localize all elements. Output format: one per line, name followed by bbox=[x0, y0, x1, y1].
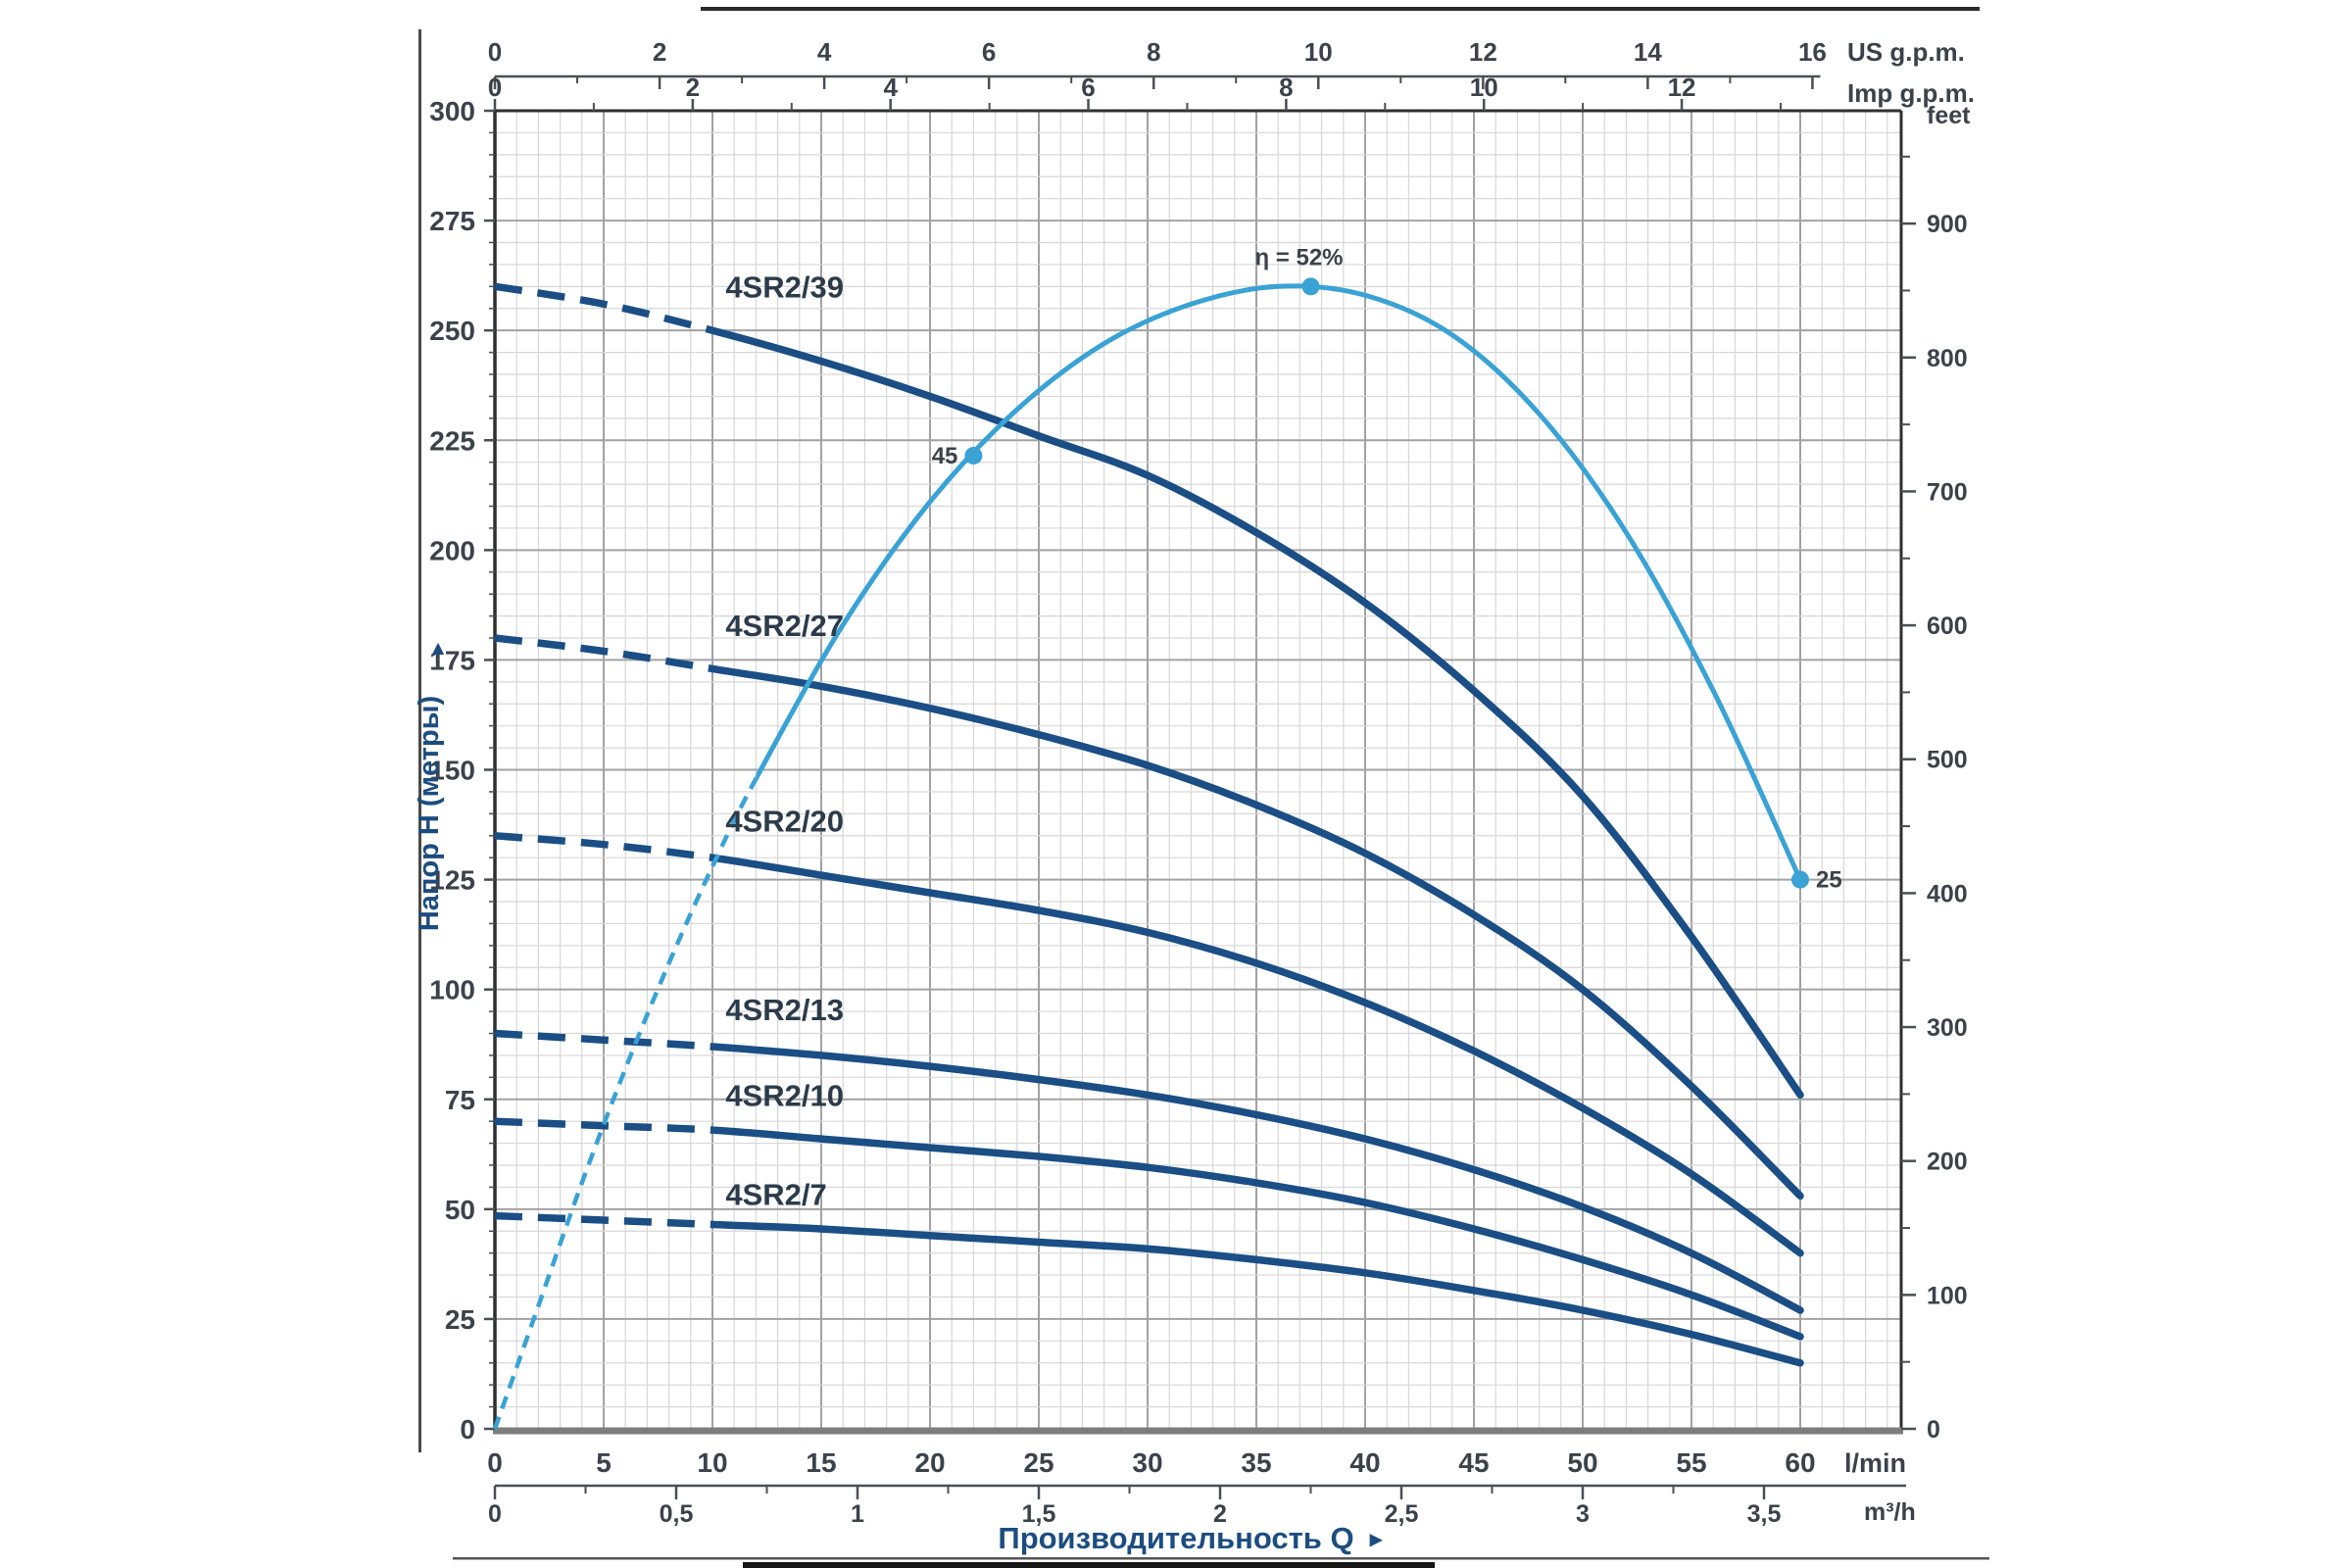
head-m-tick-label: 50 bbox=[445, 1195, 475, 1225]
x-axis-arrow-right-icon: ▸ bbox=[1369, 1526, 1383, 1552]
imp-gpm-tick-label: 6 bbox=[1081, 73, 1095, 102]
efficiency-curve bbox=[756, 283, 1803, 881]
head-m-tick-label: 75 bbox=[445, 1085, 475, 1115]
lmin-tick-label: 45 bbox=[1458, 1447, 1489, 1478]
efficiency-point bbox=[964, 446, 983, 465]
head-m-tick-label: 100 bbox=[429, 975, 475, 1005]
m3h-tick-label: 1,5 bbox=[1022, 1500, 1056, 1528]
curve-label-4SR2/7: 4SR2/7 bbox=[725, 1177, 826, 1211]
lmin-tick-label: 30 bbox=[1132, 1447, 1162, 1478]
imp-gpm-tick-label: 12 bbox=[1668, 73, 1696, 102]
lmin-tick-label: 35 bbox=[1241, 1447, 1271, 1478]
efficiency-point-label: 25 bbox=[1816, 867, 1842, 894]
lmin-tick-label: 15 bbox=[806, 1447, 836, 1478]
bottom-crop-bar bbox=[743, 1562, 1435, 1568]
us-gpm-tick-label: 14 bbox=[1634, 37, 1662, 67]
lmin-tick-label: 0 bbox=[487, 1447, 503, 1478]
head-m-tick-label: 25 bbox=[445, 1304, 475, 1335]
pump-curve-4SR2/13 bbox=[712, 1043, 1804, 1314]
head-m-tick-label: 300 bbox=[429, 96, 475, 126]
lmin-tick-label: 55 bbox=[1676, 1447, 1706, 1478]
m3h-tick-label: 0 bbox=[488, 1500, 502, 1528]
efficiency-point-label: 45 bbox=[932, 443, 958, 469]
lmin-tick-label: 20 bbox=[914, 1447, 945, 1478]
us-gpm-tick-label: 0 bbox=[488, 37, 502, 67]
imp-gpm-tick-label: 0 bbox=[488, 73, 502, 102]
m3h-tick-label: 3,5 bbox=[1747, 1500, 1782, 1528]
us-gpm-tick-label: 16 bbox=[1798, 37, 1827, 67]
lmin-tick-label: 60 bbox=[1785, 1447, 1815, 1478]
imp-gpm-tick-label: 10 bbox=[1470, 73, 1498, 102]
lmin-tick-label: 50 bbox=[1567, 1447, 1597, 1478]
imp-gpm-tick-label: 4 bbox=[883, 73, 898, 102]
left-page-rule bbox=[418, 29, 421, 1452]
head-m-tick-label: 225 bbox=[429, 425, 475, 456]
us-gpm-tick-label: 4 bbox=[817, 37, 832, 67]
feet-tick-label: 700 bbox=[1927, 478, 1968, 506]
curve-label-4SR2/10: 4SR2/10 bbox=[725, 1078, 844, 1112]
imp-gpm-tick-label: 8 bbox=[1279, 73, 1293, 102]
us-gpm-tick-label: 10 bbox=[1304, 37, 1333, 67]
efficiency-point bbox=[1301, 277, 1320, 296]
curve-label-4SR2/27: 4SR2/27 bbox=[725, 609, 844, 643]
head-m-tick-label: 150 bbox=[429, 756, 475, 786]
pump-curve-4SR2/10 bbox=[712, 1126, 1804, 1341]
x-axis-title: Производительность Q bbox=[998, 1521, 1353, 1555]
lmin-tick-label: 5 bbox=[596, 1447, 612, 1478]
feet-tick-label: 900 bbox=[1927, 211, 1968, 238]
lmin-tick-label: 40 bbox=[1349, 1447, 1380, 1478]
m3h-tick-label: 2 bbox=[1213, 1500, 1227, 1528]
feet-tick-label: 400 bbox=[1927, 880, 1968, 907]
pump-curve-4SR2/20 bbox=[712, 854, 1804, 1257]
lmin-tick-label: 10 bbox=[697, 1447, 727, 1478]
efficiency-point bbox=[1791, 870, 1809, 889]
feet-tick-label: 200 bbox=[1927, 1149, 1968, 1176]
y-axis-title: Напор H (метры) bbox=[414, 696, 445, 931]
m3h-unit-label: m³/h bbox=[1864, 1498, 1916, 1526]
feet-tick-label: 0 bbox=[1927, 1416, 1940, 1444]
m3h-tick-label: 1 bbox=[851, 1500, 864, 1528]
efficiency-point-label: η = 52% bbox=[1254, 244, 1343, 270]
curve-label-4SR2/20: 4SR2/20 bbox=[725, 804, 844, 838]
imp-gpm-tick-label: 2 bbox=[686, 73, 700, 102]
feet-unit-label: feet bbox=[1927, 102, 1971, 129]
head-m-tick-label: 275 bbox=[429, 206, 475, 236]
head-m-tick-label: 175 bbox=[429, 645, 475, 675]
lmin-unit-label: l/min bbox=[1844, 1448, 1906, 1478]
m3h-tick-label: 3 bbox=[1576, 1500, 1590, 1528]
pump-curve-4SR2/7 bbox=[712, 1220, 1804, 1367]
head-m-tick-label: 125 bbox=[429, 865, 475, 896]
curve-label-4SR2/13: 4SR2/13 bbox=[725, 993, 844, 1027]
head-m-tick-label: 0 bbox=[460, 1414, 475, 1445]
lmin-tick-label: 25 bbox=[1023, 1447, 1054, 1478]
feet-tick-label: 100 bbox=[1927, 1282, 1968, 1309]
feet-tick-label: 800 bbox=[1927, 345, 1968, 372]
us-gpm-tick-label: 12 bbox=[1469, 37, 1497, 67]
imp-gpm-unit-label: Imp g.p.m. bbox=[1847, 78, 1975, 108]
m3h-tick-label: 0,5 bbox=[660, 1500, 694, 1528]
bottom-page-rule bbox=[453, 1557, 1989, 1560]
curve-label-4SR2/39: 4SR2/39 bbox=[725, 270, 844, 305]
y-axis-arrow-up-icon: ▲ bbox=[428, 637, 449, 660]
head-m-tick-label: 250 bbox=[429, 316, 475, 346]
us-gpm-tick-label: 8 bbox=[1147, 37, 1160, 67]
feet-tick-label: 500 bbox=[1927, 747, 1968, 774]
top-page-rule bbox=[701, 7, 1980, 11]
feet-tick-label: 300 bbox=[1927, 1014, 1968, 1042]
us-gpm-tick-label: 6 bbox=[982, 37, 996, 67]
m3h-tick-label: 2,5 bbox=[1385, 1500, 1419, 1528]
head-m-tick-label: 200 bbox=[429, 535, 475, 565]
pump-curve-4SR2/39 bbox=[712, 326, 1804, 1100]
us-gpm-unit-label: US g.p.m. bbox=[1847, 37, 1965, 67]
pump-curve-4SR2/27 bbox=[712, 664, 1804, 1200]
us-gpm-tick-label: 2 bbox=[653, 37, 666, 67]
feet-tick-label: 600 bbox=[1927, 612, 1968, 640]
